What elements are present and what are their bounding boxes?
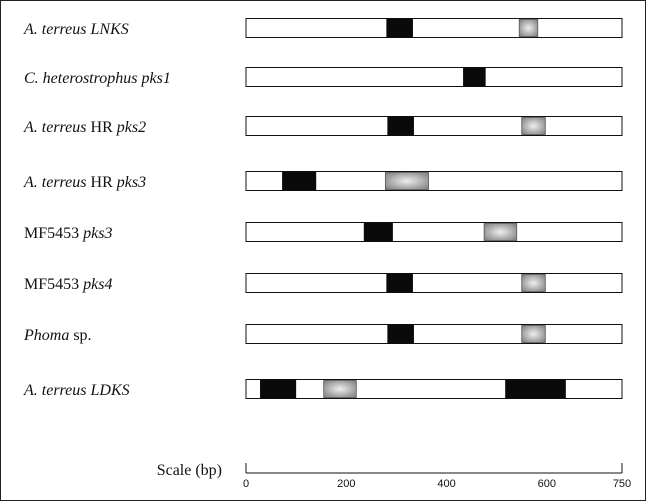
domain-box-black bbox=[282, 171, 317, 191]
domain-row: C. heterostrophus pks1 bbox=[24, 67, 623, 87]
row-label-part: A. terreus bbox=[23, 119, 87, 136]
domain-row: A. terreus LNKS bbox=[23, 18, 623, 38]
row-label-part: C. heterostrophus pks1 bbox=[24, 70, 171, 87]
row-label: MF5453 pks3 bbox=[24, 225, 112, 242]
row-label: A. terreus LDKS bbox=[23, 382, 130, 399]
row-label-part: HR bbox=[87, 174, 117, 191]
row-label: A. terreus LNKS bbox=[23, 21, 129, 38]
row-label-part: Phoma bbox=[23, 327, 69, 344]
domain-box-black bbox=[463, 67, 486, 87]
row-label: A. terreus HR pks2 bbox=[23, 119, 146, 136]
domain-box-black bbox=[260, 379, 297, 399]
scale-label: Scale (bp) bbox=[157, 462, 222, 479]
row-label-part: A. terreus bbox=[23, 174, 87, 191]
row-label-part: HR bbox=[87, 119, 117, 136]
scale-axis: Scale (bp) 0 200 400 600 750 bbox=[157, 462, 631, 490]
row-label: Phoma sp. bbox=[23, 327, 92, 344]
domain-box-gray bbox=[483, 223, 518, 241]
row-label-part: pks2 bbox=[116, 119, 146, 136]
row-label-part: A. terreus LDKS bbox=[23, 382, 130, 399]
domain-box-black bbox=[505, 379, 566, 399]
domain-row: MF5453 pks4 bbox=[24, 273, 623, 293]
sequence-bar bbox=[245, 273, 623, 293]
scale-tick-label: 600 bbox=[538, 478, 556, 490]
sequence-bar bbox=[245, 18, 623, 38]
row-label: MF5453 pks4 bbox=[24, 276, 112, 293]
row-label-part: A. terreus LNKS bbox=[23, 21, 129, 38]
row-label-part: MF5453 bbox=[24, 225, 83, 242]
sequence-bar bbox=[245, 171, 623, 191]
domain-row: Phoma sp. bbox=[23, 324, 623, 344]
row-label-part: pks3 bbox=[82, 225, 112, 242]
row-label-part: pks3 bbox=[116, 174, 146, 191]
domain-box-gray bbox=[521, 325, 546, 343]
domain-box-gray bbox=[384, 172, 429, 190]
row-label-part: sp. bbox=[69, 327, 91, 344]
scale-tick-label: 400 bbox=[437, 478, 455, 490]
row-label: A. terreus HR pks3 bbox=[23, 174, 146, 191]
domain-row: A. terreus HR pks2 bbox=[23, 116, 623, 136]
sequence-bar bbox=[245, 222, 623, 242]
sequence-bar bbox=[245, 67, 623, 87]
domain-box-black bbox=[363, 222, 393, 242]
domain-box-black bbox=[386, 273, 413, 293]
domain-box-black bbox=[386, 18, 413, 38]
domain-box-black bbox=[387, 324, 414, 344]
scale-tick-label: 0 bbox=[243, 478, 249, 490]
domain-box-gray bbox=[518, 19, 539, 37]
domain-box-gray bbox=[521, 274, 546, 292]
row-label-part: MF5453 bbox=[24, 276, 83, 293]
row-label-part: pks4 bbox=[82, 276, 112, 293]
domain-box-gray bbox=[323, 380, 357, 398]
scale-tick-label: 200 bbox=[337, 478, 355, 490]
domain-row: MF5453 pks3 bbox=[24, 222, 623, 242]
domain-box-gray bbox=[521, 117, 546, 135]
row-label: C. heterostrophus pks1 bbox=[24, 70, 171, 87]
domain-box-black bbox=[387, 116, 414, 136]
domain-row: A. terreus HR pks3 bbox=[23, 171, 623, 191]
scale-tick-label: 750 bbox=[613, 478, 631, 490]
sequence-bar bbox=[245, 116, 623, 136]
sequence-bar bbox=[245, 324, 623, 344]
domain-row: A. terreus LDKS bbox=[23, 379, 623, 399]
